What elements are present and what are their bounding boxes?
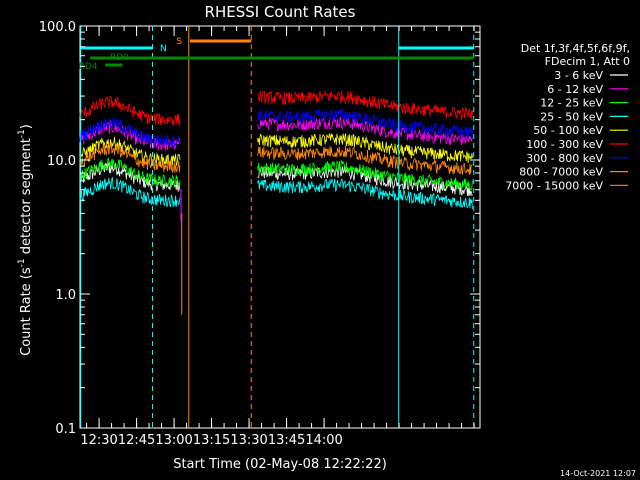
legend-label-6: 300 - 800 keV bbox=[526, 152, 603, 165]
legend-header-line-2: FDecim 1, Att 0 bbox=[545, 55, 630, 68]
legend-label-2: 12 - 25 keV bbox=[540, 97, 603, 110]
x-tick-label: 12:45 bbox=[118, 433, 155, 448]
annotation-layer: NS RD0 RD4 bbox=[79, 26, 475, 428]
legend-label-4: 50 - 100 keV bbox=[533, 124, 603, 137]
legend-label-3: 25 - 50 keV bbox=[540, 110, 603, 123]
series-line-5-segment-2 bbox=[257, 90, 473, 121]
rd0-label: RD0 bbox=[110, 53, 129, 63]
saa-label: S bbox=[176, 37, 182, 47]
data-layer bbox=[79, 90, 473, 315]
y-tick-label: 10.0 bbox=[47, 154, 76, 169]
series-line-2-segment-1 bbox=[79, 157, 181, 188]
series-line-7-segment-2 bbox=[257, 145, 473, 175]
x-tick-label: 12:30 bbox=[80, 433, 117, 448]
legend-label-0: 3 - 6 keV bbox=[554, 69, 603, 82]
plot-frame bbox=[79, 25, 481, 429]
series-line-5-segment-1 bbox=[79, 96, 181, 127]
legend-label-5: 100 - 300 keV bbox=[526, 138, 603, 151]
y-tick-label: 1.0 bbox=[55, 288, 76, 303]
series-line-6-segment-2 bbox=[257, 108, 473, 139]
series-line-6-segment-1 bbox=[79, 117, 181, 148]
y-tick-label: 100.0 bbox=[39, 20, 76, 35]
series-line-7-segment-1 bbox=[79, 142, 181, 174]
series-line-4-segment-1 bbox=[79, 136, 181, 168]
legend-header-line-1: Det 1f,3f,4f,5f,6f,9f, bbox=[521, 42, 630, 55]
series-line-3-segment-2 bbox=[257, 178, 473, 210]
x-axis-label: Start Time (02-May-08 12:22:22) bbox=[173, 457, 387, 472]
x-tick-label: 13:45 bbox=[268, 433, 305, 448]
x-tick-label: 14:00 bbox=[305, 433, 342, 448]
footer-date: 14-Oct-2021 12:07 bbox=[560, 469, 636, 478]
night-label: N bbox=[160, 44, 167, 54]
axis-layer: 100.0 10.0 1.0 0.1 12:30 12:45 13:00 13:15 13:30… bbox=[39, 20, 480, 448]
series-line-3-segment-1 bbox=[79, 176, 181, 208]
legend-label-8: 7000 - 15000 keV bbox=[505, 179, 603, 192]
x-tick-label: 13:15 bbox=[193, 433, 230, 448]
series-line-2-segment-2 bbox=[257, 160, 473, 191]
legend-label-7: 800 - 7000 keV bbox=[519, 166, 603, 179]
y-axis-label: Count Rate (s-1 detector segment-1) bbox=[17, 124, 34, 356]
y-tick-label: 0.1 bbox=[55, 422, 76, 437]
series-line-4-segment-2 bbox=[257, 133, 473, 164]
series-line-0-segment-2 bbox=[257, 165, 473, 197]
legend-label-1: 6 - 12 keV bbox=[547, 83, 603, 96]
series-line-1-segment-2 bbox=[257, 115, 473, 146]
chart-title: RHESSI Count Rates bbox=[205, 3, 356, 21]
rd4-label: RD4 bbox=[79, 62, 98, 72]
x-tick-label: 13:00 bbox=[155, 433, 192, 448]
x-tick-label: 13:30 bbox=[230, 433, 267, 448]
